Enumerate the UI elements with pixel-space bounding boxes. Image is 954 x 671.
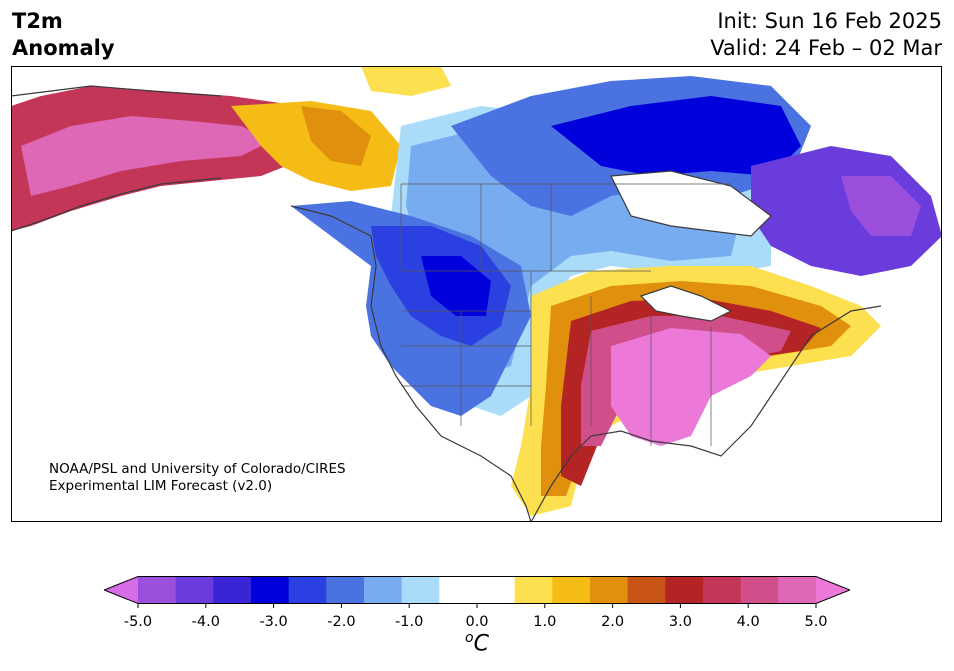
colorbar — [104, 576, 850, 604]
credit-line-2: Experimental LIM Forecast (v2.0) — [49, 478, 273, 494]
colorbar-tick-label: -4.0 — [192, 614, 220, 630]
forecast-dates: Init: Sun 16 Feb 2025 Valid: 24 Feb – 02… — [710, 8, 942, 62]
coastlines — [11, 85, 882, 522]
colorbar-segment — [175, 576, 214, 604]
valid-date: Valid: 24 Feb – 02 Mar — [710, 36, 942, 60]
colorbar-extend-high — [816, 576, 850, 604]
title-line-2: Anomaly — [12, 36, 115, 60]
yukon-orange-band — [301, 106, 371, 166]
alaska-hot-core — [21, 116, 271, 196]
colorbar-tick-label: 5.0 — [804, 614, 827, 630]
colorbar-segment — [778, 576, 817, 604]
colorbar-segment — [326, 576, 365, 604]
arctic-yellow-patch — [361, 66, 451, 96]
hudson-bay-deep-blue — [551, 96, 801, 176]
colorbar-segment — [251, 576, 290, 604]
quebec-purple — [751, 146, 942, 276]
colorbar-tick-label: -5.0 — [124, 614, 152, 630]
colorbar-segment — [665, 576, 704, 604]
data-credit: NOAA/PSL and University of Colorado/CIRE… — [49, 461, 346, 495]
colorbar-segment — [740, 576, 779, 604]
colorbar-tick-label: -3.0 — [259, 614, 287, 630]
colorbar-segment — [703, 576, 742, 604]
init-date: Init: Sun 16 Feb 2025 — [717, 9, 942, 33]
colorbar-segment — [288, 576, 327, 604]
quebec-violet-core — [841, 176, 921, 236]
colorbar-tick-label: 3.0 — [669, 614, 692, 630]
colorbar-segment — [401, 576, 440, 604]
colorbar-tick-label: -2.0 — [327, 614, 355, 630]
colorbar-segment — [627, 576, 666, 604]
map-title: T2m Anomaly — [12, 8, 115, 62]
colorbar-segment — [439, 576, 478, 604]
colorbar-tick-label: 1.0 — [533, 614, 556, 630]
unit-letter: C — [473, 631, 489, 657]
anomaly-map — [11, 66, 942, 522]
colorbar-tick-label: 2.0 — [601, 614, 624, 630]
colorbar-ticks: -5.0 -4.0 -3.0 -2.0 -1.0 0.0 1.0 2.0 3.0 4.0 5.0 — [124, 604, 828, 630]
colorbar-segment — [477, 576, 516, 604]
colorbar-unit: oC — [0, 630, 954, 656]
colorbar-extend-low — [104, 576, 138, 604]
colorbar-tick-label: -1.0 — [395, 614, 423, 630]
colorbar-segment — [138, 576, 177, 604]
colorbar-segment — [213, 576, 252, 604]
state-borders — [400, 183, 731, 446]
colorbar-tick-label: 4.0 — [737, 614, 760, 630]
map-frame — [11, 66, 942, 522]
colorbar-segment — [514, 576, 553, 604]
colorbar-segment — [364, 576, 403, 604]
colorbar-segment — [590, 576, 629, 604]
colorbar-tick-label: 0.0 — [465, 614, 488, 630]
colorbar-outline — [104, 576, 850, 604]
title-line-1: T2m — [12, 9, 63, 33]
unit-degree: o — [465, 630, 474, 646]
credit-line-1: NOAA/PSL and University of Colorado/CIRE… — [49, 461, 346, 477]
colorbar-segment — [552, 576, 591, 604]
